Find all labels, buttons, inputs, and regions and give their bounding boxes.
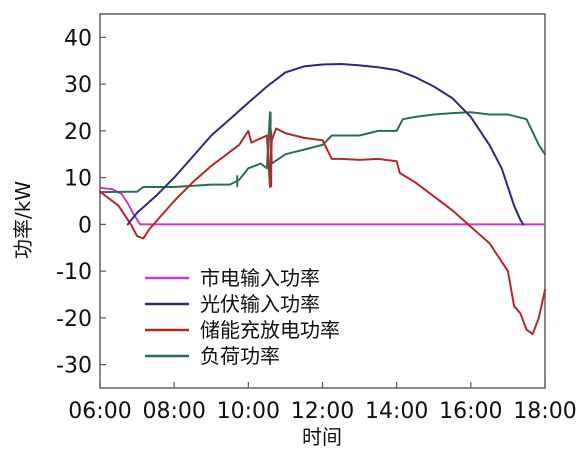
y-tick-label: 10 [64,167,92,192]
y-tick-label: -20 [56,307,92,332]
x-tick-label: 08:00 [142,399,205,424]
legend-label: 市电输入功率 [200,266,320,290]
y-tick-label: 0 [78,213,92,238]
series-line [99,127,546,336]
x-tick-label: 14:00 [365,399,428,424]
series-layer [99,63,546,336]
x-tick-label: 06:00 [68,399,131,424]
x-tick-label: 18:00 [513,399,576,424]
x-axis-title: 时间 [302,425,342,449]
y-axis-ticks: -30 -20 -10 0 10 20 30 40 [56,26,106,379]
x-tick-label: 12:00 [291,399,354,424]
series-line [126,63,525,226]
y-tick-label: 20 [64,120,92,145]
x-axis-ticks: 06:00 08:00 10:00 12:00 14:00 16:00 18:00 [68,382,577,424]
y-tick-label: 40 [64,26,92,51]
legend-label: 光伏输入功率 [200,292,320,316]
legend-label: 储能充放电功率 [200,318,340,342]
y-tick-label: 30 [64,73,92,98]
series-line [99,111,546,194]
y-tick-label: -10 [56,260,92,285]
series-line [99,186,546,226]
legend-label: 负荷功率 [200,344,280,368]
y-tick-label: -30 [56,354,92,379]
y-axis-title: 功率/kW [11,181,35,259]
x-tick-label: 10:00 [217,399,280,424]
x-tick-label: 16:00 [439,399,502,424]
